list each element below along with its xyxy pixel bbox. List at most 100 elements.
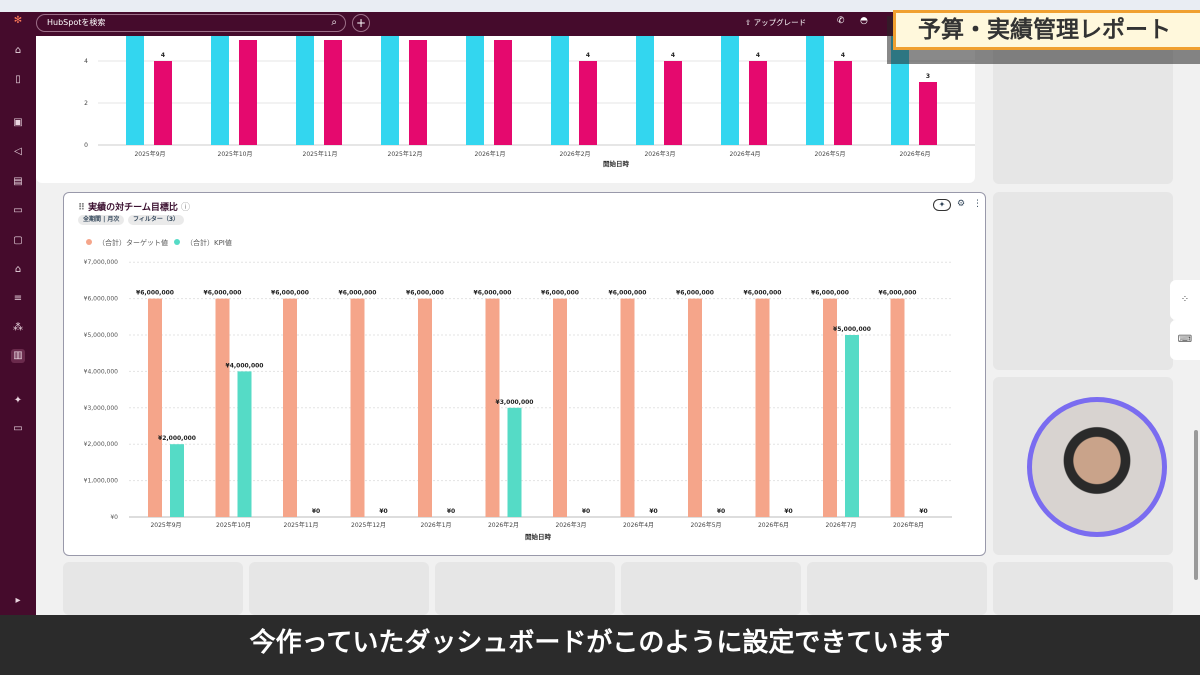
bar-target <box>620 298 635 517</box>
bar-kpi <box>237 371 252 517</box>
y-tick-label: ¥0 <box>110 514 118 521</box>
x-tick-label: 2025年11月 <box>303 150 338 158</box>
y-tick-label: ¥2,000,000 <box>84 441 119 448</box>
placeholder-card <box>621 562 801 615</box>
legend-kpi[interactable]: （合計）KPI値 <box>174 238 232 248</box>
data-label: ¥0 <box>582 508 590 515</box>
bar-series-1 <box>211 19 229 145</box>
y-tick-label: ¥3,000,000 <box>84 405 119 412</box>
data-icon[interactable]: ≡ <box>13 293 23 304</box>
bar-series-1 <box>721 19 739 145</box>
expand-sidebar-icon[interactable]: ▸ <box>15 595 21 606</box>
automation-icon[interactable]: ⌂ <box>14 264 22 275</box>
legend-target[interactable]: （合計）ターゲット値 <box>86 238 168 248</box>
bookmark-icon[interactable]: ▯ <box>15 74 21 85</box>
developer-icon[interactable]: ▭ <box>13 423 23 434</box>
x-tick-label: 2026年1月 <box>474 150 505 158</box>
scrollbar[interactable] <box>1194 430 1198 580</box>
data-label: ¥0 <box>649 508 657 515</box>
data-label: ¥3,000,000 <box>496 399 534 406</box>
phone-icon[interactable]: ✆ <box>837 16 845 26</box>
bar-kpi <box>170 444 184 517</box>
data-label: ¥6,000,000 <box>541 290 579 297</box>
filter-pill[interactable]: フィルター（3） <box>128 215 185 225</box>
data-label: ¥4,000,000 <box>226 362 264 369</box>
x-tick-label: 2026年3月 <box>555 521 586 529</box>
bar-target <box>688 298 702 517</box>
bar-series-2 <box>154 61 172 145</box>
x-tick-label: 2026年6月 <box>899 150 930 158</box>
placeholder-card <box>435 562 615 615</box>
data-label: ¥6,000,000 <box>339 290 377 297</box>
content-icon[interactable]: ▤ <box>13 176 23 187</box>
placeholder-card <box>63 562 243 615</box>
x-tick-label: 2026年4月 <box>623 521 654 529</box>
data-label: ¥5,000,000 <box>833 326 871 333</box>
x-axis-title: 開始日時 <box>603 159 630 168</box>
data-label: ¥0 <box>379 508 387 515</box>
x-tick-label: 2026年7月 <box>825 521 856 529</box>
y-tick-label: ¥1,000,000 <box>84 478 119 485</box>
grid-toggle-icon[interactable]: ⁘ <box>1170 280 1200 320</box>
data-label: ¥0 <box>717 508 725 515</box>
data-label: ¥6,000,000 <box>811 290 849 297</box>
x-tick-label: 2026年2月 <box>559 150 590 158</box>
reports-icon[interactable]: ▥ <box>11 349 25 363</box>
data-label: ¥0 <box>919 508 927 515</box>
bar-series-2 <box>239 40 257 145</box>
data-label: 4 <box>756 52 760 59</box>
y-tick-label: 2 <box>84 100 88 107</box>
data-label: ¥0 <box>312 508 320 515</box>
data-label: 4 <box>841 52 845 59</box>
video-title-banner: 予算・実績管理レポート <box>893 10 1200 50</box>
commerce-icon[interactable]: ▭ <box>13 205 23 216</box>
x-tick-label: 2026年5月 <box>690 521 721 529</box>
data-label: ¥6,000,000 <box>879 290 917 297</box>
bar-target <box>418 298 432 517</box>
data-label: ¥2,000,000 <box>158 435 196 442</box>
chat-icon[interactable]: ⌨ <box>1170 320 1200 360</box>
top-chart-card: 0 2 4 4 2025年9月 2025年10月 2025年11月 2025年12月 2026年… <box>36 19 1107 183</box>
academy-icon[interactable]: ◓ <box>860 16 868 26</box>
search-input[interactable]: HubSpotを検索 ⌕ <box>36 14 346 32</box>
bar-target <box>283 298 297 517</box>
date-range-pill[interactable]: 全期間 | 月次 <box>78 215 125 225</box>
workflow-icon[interactable]: ⁂ <box>13 322 23 333</box>
bar-target <box>350 298 365 517</box>
sidebar: ✻ ⌂ ▯ ▣ ◁ ▤ ▭ ▢ ⌂ ≡ ⁂ ▥ ✦ ▭ ▸ <box>0 12 36 615</box>
y-tick-label: 4 <box>84 58 88 65</box>
bar-series-2 <box>749 61 767 145</box>
breeze-icon[interactable]: ✦ <box>13 395 23 406</box>
more-options-icon[interactable]: ⋮ <box>973 199 982 209</box>
upgrade-button[interactable]: ⇧ アップグレード <box>745 18 807 27</box>
y-tick-label: ¥7,000,000 <box>84 259 119 266</box>
bar-kpi <box>845 335 859 517</box>
data-label: 4 <box>161 52 165 59</box>
data-label: ¥0 <box>447 508 455 515</box>
data-label: ¥6,000,000 <box>406 290 444 297</box>
x-tick-label: 2026年2月 <box>488 521 519 529</box>
info-icon[interactable]: ⓘ <box>181 203 191 213</box>
settings-sliders-icon[interactable]: ⚙ <box>957 199 966 209</box>
top-bar-chart: 0 2 4 4 2025年9月 2025年10月 2025年11月 2025年12月 2026年… <box>84 19 1107 168</box>
bar-series-2 <box>324 40 342 145</box>
bar-series-2 <box>919 82 937 145</box>
y-tick-label: ¥6,000,000 <box>84 296 119 303</box>
x-tick-label: 2025年10月 <box>216 521 251 529</box>
service-icon[interactable]: ▢ <box>13 235 23 246</box>
hubspot-logo-icon[interactable]: ✻ <box>13 15 23 26</box>
data-label: ¥6,000,000 <box>676 290 714 297</box>
bar-target <box>485 298 500 517</box>
marketing-icon[interactable]: ◁ <box>14 146 22 157</box>
contacts-icon[interactable]: ▣ <box>13 117 23 128</box>
ai-sparkle-button[interactable]: ✦ <box>933 199 951 211</box>
home-icon[interactable]: ⌂ <box>14 45 22 56</box>
x-tick-label: 2026年6月 <box>758 521 789 529</box>
search-icon[interactable]: ⌕ <box>331 17 337 28</box>
create-button[interactable]: + <box>352 14 370 32</box>
drag-handle-icon[interactable]: ⠿ <box>78 203 86 213</box>
bar-series-1 <box>381 19 399 145</box>
data-label: ¥6,000,000 <box>204 290 242 297</box>
data-label: 3 <box>926 73 930 80</box>
card-title: ⠿ 実績の対チーム目標比 ⓘ <box>78 200 190 213</box>
